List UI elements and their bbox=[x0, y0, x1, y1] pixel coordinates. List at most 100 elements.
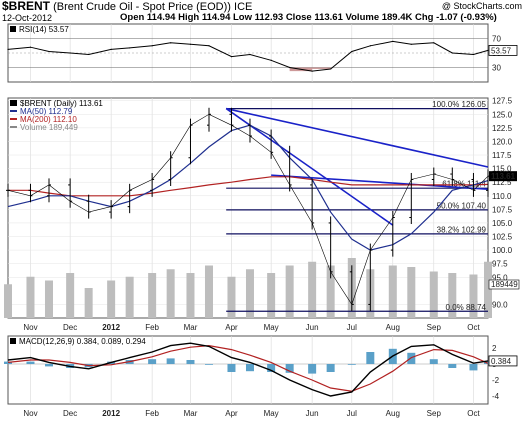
volume-bar bbox=[107, 280, 116, 318]
price-close-line bbox=[7, 113, 489, 306]
price-tick-label: 125.0 bbox=[492, 110, 513, 119]
rsi-point bbox=[48, 50, 50, 53]
rsi-point bbox=[487, 49, 489, 52]
x-axis-label: Mar bbox=[184, 323, 198, 332]
rsi-tick-label: 70 bbox=[492, 35, 501, 44]
price-tick-label: 107.5 bbox=[492, 205, 513, 214]
price-last-value-box bbox=[489, 171, 517, 182]
x-axis-label-bottom: 2012 bbox=[102, 409, 120, 418]
x-axis-label-bottom: Sep bbox=[427, 409, 442, 418]
volume-bar bbox=[26, 276, 35, 318]
price-tick-label: 90.0 bbox=[492, 300, 508, 309]
price-tick-label: 95.0 bbox=[492, 273, 508, 282]
rsi-point bbox=[369, 45, 371, 47]
macd-histogram-bar bbox=[267, 364, 276, 372]
macd-histogram-bar bbox=[186, 360, 195, 364]
x-axis-label-bottom: Apr bbox=[225, 409, 238, 418]
macd-last-value-box bbox=[488, 355, 518, 367]
rsi-point bbox=[451, 52, 453, 54]
macd-histogram-bar bbox=[469, 364, 478, 371]
volume-last-value-box bbox=[488, 279, 520, 290]
fib-level-label: 0.0% 88.74 bbox=[446, 303, 487, 312]
chart-title: $BRENT (Brent Crude Oil - Spot Price (EO… bbox=[2, 0, 253, 13]
volume-bar bbox=[407, 267, 416, 318]
rsi-point bbox=[189, 43, 192, 45]
x-axis-label-bottom: Feb bbox=[145, 409, 159, 418]
fib-level-label: 50.0% 107.40 bbox=[437, 201, 487, 210]
x-axis-label-bottom: May bbox=[264, 409, 279, 418]
volume-bar bbox=[388, 265, 397, 318]
chart-date: 12-Oct-2012 bbox=[2, 13, 53, 23]
macd-legend-swatch bbox=[10, 338, 16, 344]
x-axis-label-bottom: Jul bbox=[347, 409, 357, 418]
volume-bar bbox=[204, 265, 213, 318]
x-axis-label: Sep bbox=[427, 323, 442, 332]
rsi-point bbox=[230, 56, 233, 58]
macd-histogram-bar bbox=[204, 364, 213, 365]
macd-histogram-bar bbox=[285, 364, 294, 373]
volume-bar bbox=[4, 284, 12, 318]
x-axis-label: 2012 bbox=[102, 323, 120, 332]
rsi-point bbox=[249, 53, 251, 56]
rsi-legend-swatch bbox=[10, 26, 16, 32]
trend-line bbox=[271, 174, 489, 191]
volume-bar bbox=[448, 273, 457, 318]
rsi-point bbox=[351, 50, 353, 53]
volume-bar bbox=[227, 276, 236, 318]
price-legend-0: $BRENT (Daily) 113.61 bbox=[20, 99, 103, 108]
price-tick-label: 100.0 bbox=[492, 246, 513, 255]
price-tick-label: 110.0 bbox=[492, 192, 512, 201]
ohlc-summary: Open 114.94 High 114.94 Low 112.93 Close… bbox=[120, 12, 497, 23]
volume-bar bbox=[484, 261, 492, 318]
rsi-point bbox=[410, 43, 412, 45]
rsi-point bbox=[208, 45, 210, 47]
x-axis-label: Apr bbox=[225, 323, 238, 332]
volume-bar bbox=[44, 280, 53, 318]
rsi-legend: RSI(14) 53.57 bbox=[19, 25, 69, 34]
volume-last-value: 189449 bbox=[491, 280, 518, 289]
rsi-point bbox=[392, 40, 394, 43]
rsi-point bbox=[69, 52, 71, 54]
rsi-point bbox=[311, 70, 313, 72]
macd-histogram-bar bbox=[148, 359, 157, 364]
price-legend-swatch bbox=[10, 110, 17, 112]
fib-level-label: 38.2% 102.99 bbox=[437, 225, 487, 234]
volume-bar bbox=[285, 265, 294, 318]
price-tick-label: 102.5 bbox=[492, 233, 513, 242]
macd-histogram-bar bbox=[227, 364, 236, 372]
price-tick-label: 115.0 bbox=[492, 165, 512, 174]
rsi-point bbox=[433, 42, 435, 44]
price-tick-label: 105.0 bbox=[492, 219, 513, 228]
symbol-name: (Brent Crude Oil - Spot Price (EOD)) ICE bbox=[53, 1, 253, 13]
macd-legend: MACD(12,26,9) 0.384, 0.089, 0.294 bbox=[19, 337, 146, 346]
rsi-last-value: 53.57 bbox=[491, 46, 512, 55]
price-last-value: 113.61 bbox=[491, 172, 516, 181]
macd-tick-label: -2 bbox=[492, 376, 500, 385]
macd-histogram-bar bbox=[166, 358, 175, 364]
x-axis-label-bottom: Aug bbox=[386, 409, 400, 418]
rsi-point bbox=[472, 53, 475, 56]
macd-histogram-bar bbox=[326, 364, 335, 372]
rsi-point bbox=[151, 45, 153, 47]
volume-bar bbox=[166, 269, 175, 318]
macd-histogram-bar bbox=[448, 364, 457, 368]
volume-bar bbox=[308, 261, 317, 318]
x-axis-label-bottom: Jun bbox=[306, 409, 319, 418]
x-axis-label-bottom: Nov bbox=[23, 409, 37, 418]
rsi-oversold-fill bbox=[312, 67, 331, 69]
fib-level-label: 61.8% 111.4 bbox=[442, 180, 486, 189]
x-axis-label: Aug bbox=[386, 323, 400, 332]
rsi-point bbox=[129, 47, 131, 49]
volume-bar bbox=[148, 273, 157, 318]
x-axis-label: May bbox=[264, 323, 279, 332]
price-tick-label: 122.5 bbox=[492, 124, 513, 133]
volume-bar bbox=[125, 276, 134, 318]
volume-bar bbox=[84, 288, 93, 318]
watermark: @ StockCharts.com bbox=[441, 1, 522, 11]
macd-histogram-bar bbox=[347, 364, 356, 365]
rsi-point bbox=[29, 46, 32, 48]
rsi-point bbox=[289, 66, 291, 69]
x-axis-label: Jun bbox=[306, 323, 319, 332]
volume-bar bbox=[245, 269, 254, 318]
rsi-point bbox=[7, 48, 9, 50]
